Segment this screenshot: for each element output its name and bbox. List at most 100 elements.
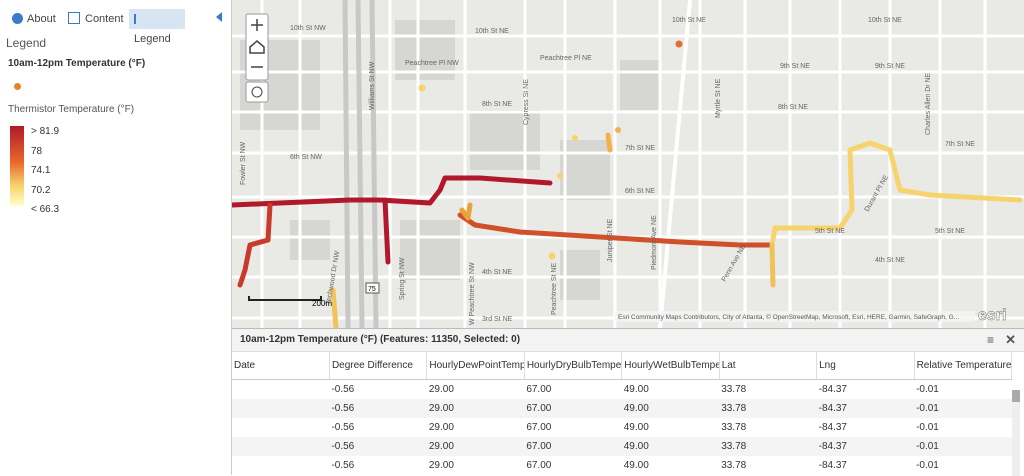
tab-content[interactable]: Content bbox=[68, 9, 124, 29]
street-label: 8th St NE bbox=[482, 101, 512, 108]
table-cell: 33.78 bbox=[721, 422, 747, 433]
street-label: 5th St NE bbox=[815, 228, 845, 235]
table-cell: -0.56 bbox=[331, 460, 355, 471]
street-label: 8th St NE bbox=[778, 104, 808, 111]
table-cell: -0.01 bbox=[916, 384, 939, 395]
table-cell: 29.00 bbox=[426, 399, 525, 418]
table-cell: 49.00 bbox=[623, 384, 649, 395]
street-label: 6th St NE bbox=[625, 188, 655, 195]
street-label: Peachtree Pl NE bbox=[540, 55, 592, 62]
streets bbox=[232, 0, 1024, 328]
ramp-labels: > 81.9 78 74.1 70.2 < 66.3 bbox=[31, 122, 59, 220]
street-label: 6th St NW bbox=[290, 154, 322, 161]
table-cell: -84.37 bbox=[816, 399, 915, 418]
tab-label[interactable]: Legend bbox=[134, 33, 171, 45]
table-cell: -0.01 bbox=[916, 460, 939, 471]
layer-title: 10am-12pm Temperature (°F) bbox=[8, 58, 146, 69]
highway bbox=[342, 0, 379, 328]
locate-button[interactable] bbox=[245, 81, 269, 103]
street-label: 10th St NE bbox=[672, 17, 706, 24]
street-label: 3rd St NE bbox=[482, 316, 513, 323]
collapse-arrow[interactable] bbox=[216, 12, 222, 22]
column-header: Relative Temperature bbox=[914, 352, 1013, 380]
shield-label: 75 bbox=[368, 286, 376, 293]
date-cell bbox=[232, 456, 329, 475]
street-label: 7th St NE bbox=[945, 141, 975, 148]
table-cell: 29.00 bbox=[428, 460, 454, 471]
map-bg bbox=[232, 0, 1024, 328]
attribution: Esri Community Maps Contributors, City o… bbox=[618, 313, 959, 321]
street-label: Peachtree St NE bbox=[551, 263, 558, 315]
street-label: 5th St NE bbox=[935, 228, 965, 235]
zoom-box[interactable] bbox=[245, 13, 269, 81]
color-ramp bbox=[10, 126, 24, 206]
tab-label[interactable]: Content bbox=[85, 13, 124, 25]
table-row: -0.56 29.00 67.00 49.00 33.78 -84.37 -0.01 bbox=[232, 456, 1012, 475]
table-cell: 67.00 bbox=[524, 399, 622, 418]
street-label: 10th St NE bbox=[868, 17, 902, 24]
zoom-icons[interactable] bbox=[249, 19, 265, 68]
menu-icon[interactable]: ≡ bbox=[986, 333, 994, 347]
table-row: -0.56 29.00 67.00 49.00 33.78 -84.37 -0.01 bbox=[232, 437, 1012, 456]
attribute-table: 10am-12pm Temperature (°F) (Features: 11… bbox=[232, 328, 1024, 476]
table-cell: -0.01 bbox=[914, 437, 1012, 456]
ramp-label: 74.1 bbox=[31, 165, 51, 176]
column-header: HourlyDryBulbTemper bbox=[524, 352, 623, 380]
attribution-bg bbox=[615, 311, 975, 322]
close-icon[interactable]: ✕ bbox=[1005, 332, 1016, 347]
street-label: Charles Allen Dr NE bbox=[925, 72, 932, 135]
street-label: Spring St NW bbox=[399, 257, 406, 300]
table-cell: 33.78 bbox=[719, 399, 817, 418]
table-cell: 67.00 bbox=[524, 437, 622, 456]
ramp-label: 78 bbox=[31, 145, 43, 157]
table-cell: -0.01 bbox=[916, 422, 939, 433]
scale-label: 200m bbox=[312, 299, 332, 308]
table-row: -0.56 29.00 67.00 49.00 33.78 -84.37 -0.01 bbox=[232, 399, 1012, 418]
table-cell: -84.37 bbox=[818, 422, 847, 433]
date-cell bbox=[232, 380, 329, 400]
blocks bbox=[240, 20, 660, 300]
esri-logo: esri bbox=[978, 307, 1006, 324]
locate-icon[interactable] bbox=[251, 86, 263, 98]
zoom-controls[interactable] bbox=[245, 13, 269, 103]
scrollbar[interactable] bbox=[1012, 390, 1020, 476]
street-label: Myrtle St NE bbox=[715, 78, 722, 118]
table-cell: 67.00 bbox=[526, 384, 552, 395]
table-cell: 49.00 bbox=[621, 399, 720, 418]
tab-label[interactable]: About bbox=[27, 13, 56, 25]
ramp-label: > 81.9 bbox=[31, 126, 60, 137]
table-cell: 49.00 bbox=[623, 460, 649, 471]
street-label: Juniper St NE bbox=[607, 218, 614, 262]
street-label: W Peachtree St NW bbox=[469, 262, 476, 325]
table-cell: 67.00 bbox=[526, 460, 552, 471]
scale-bar bbox=[248, 296, 322, 301]
date-cell bbox=[232, 437, 330, 456]
table-cell: -0.01 bbox=[914, 399, 1012, 418]
street-label: Peachtree Pl NW bbox=[405, 60, 459, 67]
map[interactable]: 10th St NW 10th St NE 10th St NE 10th St… bbox=[232, 0, 1024, 328]
table-cell: 29.00 bbox=[428, 422, 454, 433]
table-cell: 33.78 bbox=[721, 460, 747, 471]
table-cell: -0.56 bbox=[331, 384, 355, 395]
table-cell: -84.37 bbox=[818, 384, 847, 395]
table-cell: -84.37 bbox=[818, 460, 847, 471]
date-cell bbox=[232, 418, 329, 437]
table-cell: 49.00 bbox=[623, 422, 649, 433]
tab-about[interactable]: About bbox=[12, 9, 56, 29]
street-label: Piedmont Ave NE bbox=[651, 215, 658, 270]
street-label: 9th St NE bbox=[780, 63, 810, 70]
street-label: 10th St NW bbox=[290, 25, 326, 32]
table-cell: 49.00 bbox=[621, 437, 720, 456]
side-panel: About Content Legend Legend 10am-12pm Te… bbox=[0, 0, 232, 475]
tab-legend[interactable]: Legend bbox=[129, 9, 185, 45]
table-cell: 29.00 bbox=[428, 384, 454, 395]
street-label: Williams St NW bbox=[369, 61, 376, 110]
column-header: HourlyWetBulbTempe bbox=[621, 352, 720, 380]
table-row: -0.56 29.00 67.00 49.00 33.78 -84.37 -0.01 bbox=[232, 380, 1012, 400]
column-header: Degree Difference bbox=[329, 352, 428, 380]
scroll-thumb[interactable] bbox=[1012, 390, 1020, 402]
table-cell: -0.56 bbox=[329, 399, 427, 418]
table-cell: 67.00 bbox=[526, 422, 552, 433]
table-title: 10am-12pm Temperature (°F) (Features: 11… bbox=[240, 334, 521, 345]
